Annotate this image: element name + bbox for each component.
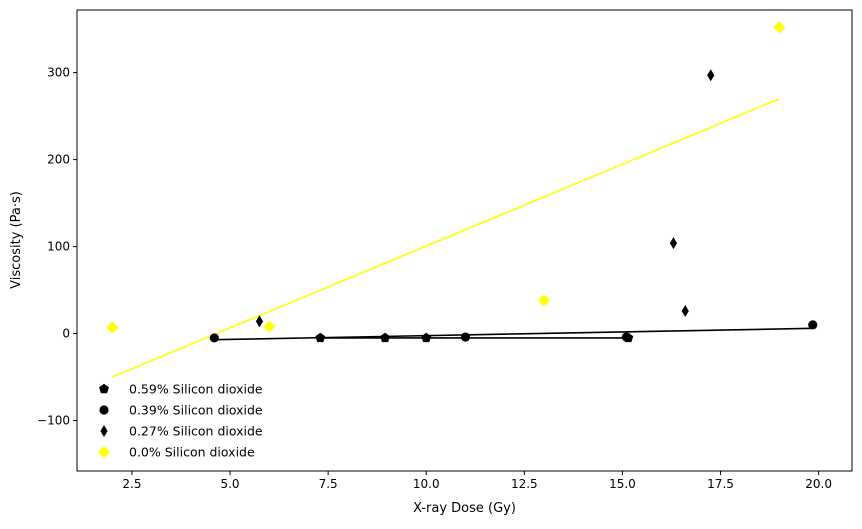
data-point-series-3 [537,294,550,307]
plot-frame [76,9,853,472]
legend-marker-series-0 [99,383,109,394]
x-tick-label: 5.0 [220,477,239,491]
data-point-series-0 [380,332,390,343]
data-point-series-1 [209,333,219,343]
data-point-series-0 [421,332,432,343]
data-point-series-1 [460,332,471,342]
x-tick-label: 2.5 [122,477,141,491]
data-point-series-3 [773,21,786,34]
x-tick-label: 17.5 [707,477,734,491]
y-axis-label: Viscosity (Pa·s) [9,191,24,289]
data-point-series-2 [669,237,678,250]
fit-line-series-3 [112,97,780,378]
y-tick-label: 300 [47,66,70,80]
data-point-series-2 [681,304,689,317]
legend-label-series-2: 0.27% Silicon dioxide [129,424,263,439]
data-point-series-1 [621,332,631,342]
x-tick-label: 7.5 [319,477,338,491]
data-point-series-0 [315,332,326,343]
plot-area [77,10,852,471]
fit-line-series-1 [214,327,813,341]
y-tick-label: 0 [62,327,70,341]
data-layer [106,21,818,378]
x-tick-label: 12.5 [511,477,538,491]
x-tick-label: 15.0 [609,477,636,491]
legend-marker-series-1 [99,405,109,415]
axis-ticks: 2.5 5.0 7.5 10.0 12.5 15.0 17.5 20.0 −100 0 100 200… [37,66,832,491]
legend-label-series-3: 0.0% Silicon dioxide [129,445,255,460]
y-tick-label: 200 [47,153,70,167]
x-axis-label: X-ray Dose (Gy) [413,501,516,516]
data-point-series-2 [707,69,715,82]
data-point-series-1 [808,320,818,330]
data-point-series-2 [255,315,264,328]
y-tick-label: −100 [37,414,70,428]
legend-label-series-1: 0.39% Silicon dioxide [129,403,263,418]
legend-marker-series-3 [98,446,110,458]
data-point-series-3 [263,320,276,333]
x-tick-label: 10.0 [413,477,440,491]
y-tick-label: 100 [47,240,70,254]
x-tick-label: 20.0 [805,477,832,491]
legend-label-series-0: 0.59% Silicon dioxide [129,382,263,397]
legend: 0.59% Silicon dioxide 0.39% Silicon dioxi… [98,382,263,460]
data-point-series-3 [106,321,119,334]
legend-marker-series-2 [100,425,108,437]
